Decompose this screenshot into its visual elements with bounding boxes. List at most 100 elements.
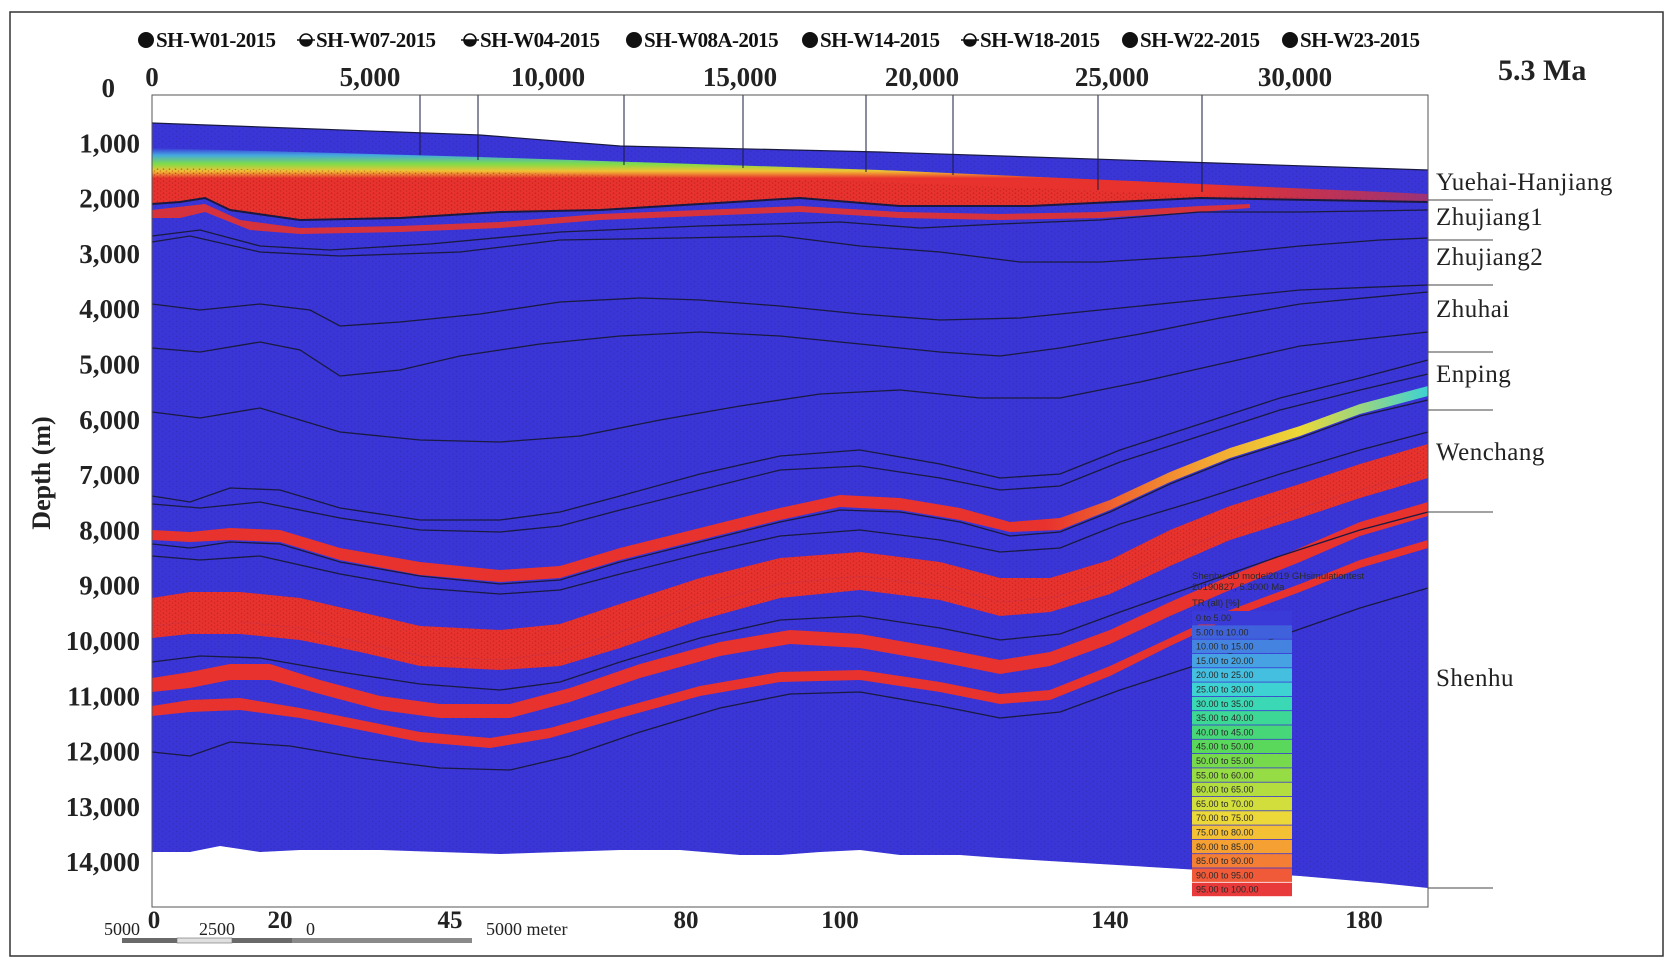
formation-label: Zhuhai: [1436, 296, 1510, 323]
legend-item: 15.00 to 20.00: [1192, 653, 1292, 668]
bottom-axis-tick-label: 45: [438, 907, 463, 934]
scale-bar-segment-1: [122, 938, 177, 943]
filled-circle-icon: [1122, 32, 1138, 48]
well-entry: SH-W07-2015: [297, 28, 436, 52]
legend-swatch: [1192, 839, 1292, 854]
legend-item: 60.00 to 65.00: [1192, 782, 1292, 797]
formation-label: Zhujiang1: [1436, 204, 1543, 231]
depth-tick-label: 1,000: [79, 128, 140, 158]
legend-swatch: [1192, 754, 1292, 768]
top-axis-tick-label: 20,000: [885, 62, 959, 92]
legend-swatch: [1192, 811, 1292, 825]
legend-swatch: [1192, 882, 1292, 897]
top-distance-axis: 0 5,000 10,000 15,000 20,000 25,000 30,000: [145, 62, 1332, 92]
legend-swatch: [1192, 796, 1292, 811]
depth-tick-label: 11,000: [67, 681, 140, 711]
legend-swatch: [1192, 725, 1292, 739]
well-entry: SH-W08A-2015: [626, 28, 779, 52]
mature-band-5: [152, 540, 1428, 748]
legend-title-line2: 20190827, 5.3000 Ma: [1192, 582, 1285, 593]
horizon-wenchang-mid: [151, 373, 1429, 533]
legend-item: 85.00 to 90.00: [1192, 854, 1292, 868]
legend-label: 0 to 5.00: [1196, 613, 1231, 623]
depth-tick-label: 2,000: [79, 184, 140, 214]
horizon-shenhu-c: [151, 587, 1429, 771]
legend-label: 70.00 to 75.00: [1196, 813, 1254, 823]
depth-tick-label: 3,000: [79, 239, 140, 269]
formation-label: Wenchang: [1436, 439, 1545, 466]
legend-items: 0 to 5.00 5.00 to 10.00 10.00 to 15.00 15.0…: [1192, 611, 1292, 897]
legend-item: 65.00 to 70.00: [1192, 796, 1292, 811]
legend-item: 5.00 to 10.00: [1192, 625, 1292, 639]
legend-item: 50.00 to 55.00: [1192, 754, 1292, 768]
depth-tick-label: 8,000: [79, 515, 140, 545]
top-axis-tick-label: 5,000: [340, 62, 401, 92]
mature-band-4: [152, 502, 1428, 718]
legend-property: TR (all) [%]: [1192, 598, 1240, 609]
legend-label: 55.00 to 60.00: [1196, 770, 1254, 780]
filled-circle-icon: [138, 32, 154, 48]
depth-tick-label: 4,000: [79, 294, 140, 324]
legend-label: 15.00 to 20.00: [1196, 656, 1254, 666]
depth-axis-label: Depth (m): [27, 416, 56, 529]
well-name: SH-W14-2015: [820, 28, 940, 52]
depth-tick-label: 5,000: [79, 350, 140, 380]
well-entry: SH-W14-2015: [802, 28, 940, 52]
well-name: SH-W08A-2015: [644, 28, 778, 52]
legend-item: 40.00 to 45.00: [1192, 725, 1292, 739]
legend-label: 25.00 to 30.00: [1196, 685, 1254, 695]
legend-label: 40.00 to 45.00: [1196, 727, 1254, 737]
depth-tick-label: 13,000: [66, 792, 140, 822]
top-axis-tick-label: 10,000: [511, 62, 585, 92]
legend-item: 30.00 to 35.00: [1192, 696, 1292, 711]
bottom-axis-tick-label: 0: [148, 907, 161, 934]
legend-swatch: [1192, 682, 1292, 696]
legend-swatch: [1192, 854, 1292, 868]
legend-item: 80.00 to 85.00: [1192, 839, 1292, 854]
legend-label: 60.00 to 65.00: [1196, 785, 1254, 795]
legend-label: 65.00 to 70.00: [1196, 799, 1254, 809]
legend-swatch: [1192, 668, 1292, 682]
bottom-axis-tick-label: 140: [1091, 907, 1129, 934]
horizon-zhujiang2-top: [151, 209, 1429, 251]
scale-label-left: 5000: [104, 919, 140, 939]
legend-swatch: [1192, 653, 1292, 668]
legend-swatch: [1192, 711, 1292, 725]
legend-swatch: [1192, 825, 1292, 839]
legend-item: 95.00 to 100.00: [1192, 882, 1292, 897]
horizon-enping-top: [151, 331, 1429, 443]
legend-item: 10.00 to 15.00: [1192, 639, 1292, 654]
depth-tick-label: 12,000: [66, 737, 140, 767]
bottom-axis-tick-label: 20: [268, 907, 293, 934]
zhujiang1-thin-band: [152, 204, 1250, 234]
legend-label: 50.00 to 55.00: [1196, 756, 1254, 766]
well-name: SH-W01-2015: [156, 28, 276, 52]
legend-item: 25.00 to 30.00: [1192, 682, 1292, 696]
well-entry: SH-W23-2015: [1282, 28, 1420, 52]
horizon-zhujiang1-top: [151, 196, 1429, 222]
formation-separators: [1428, 199, 1493, 889]
legend-item: 35.00 to 40.00: [1192, 711, 1292, 725]
legend-label: 20.00 to 25.00: [1196, 670, 1254, 680]
legend-item: 75.00 to 80.00: [1192, 825, 1292, 839]
bottom-axis: 0 20 45 80 100 140 180: [148, 907, 1383, 934]
legend-label: 85.00 to 90.00: [1196, 856, 1254, 866]
legend-swatch: [1192, 625, 1292, 639]
depth-tick-label: 6,000: [79, 405, 140, 435]
well-lines: [419, 95, 1203, 192]
legend-label: 95.00 to 100.00: [1196, 885, 1259, 895]
legend-label: 90.00 to 95.00: [1196, 870, 1254, 880]
horizon-shenhu-a: [151, 431, 1429, 595]
legend-label: 75.00 to 80.00: [1196, 828, 1254, 838]
horizon-lines: [151, 196, 1429, 771]
legend-swatch: [1192, 639, 1292, 654]
legend-swatch: [1192, 611, 1292, 625]
depth-tick-label: 14,000: [66, 847, 140, 877]
scale-label-mid: 2500: [199, 919, 235, 939]
scale-bar-segment-3: [232, 938, 292, 943]
scale-bar: 5000 2500 0 5000 meter: [104, 919, 567, 944]
horizon-shenhu-b: [151, 511, 1429, 691]
formation-label: Zhujiang2: [1436, 244, 1543, 271]
mature-band-texture: [152, 444, 1428, 670]
tr-legend: Shenhu 3D model2019 GHsimulationtest 201…: [1192, 571, 1365, 897]
